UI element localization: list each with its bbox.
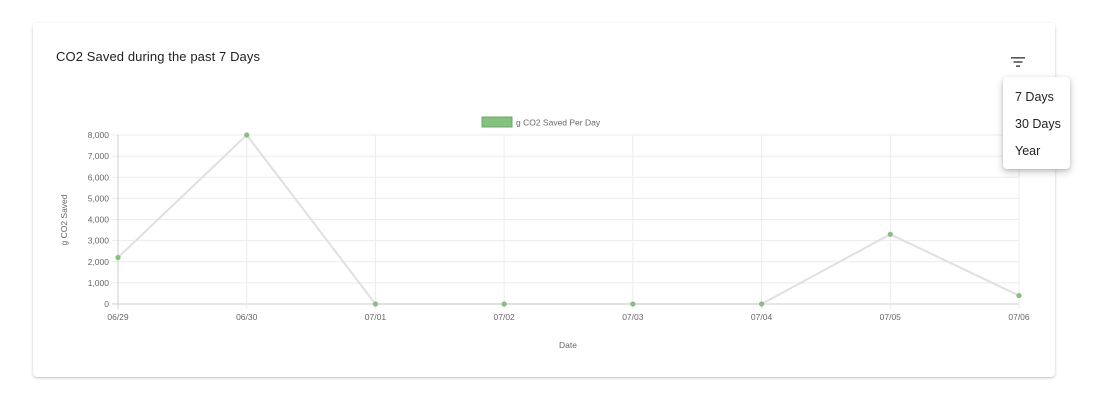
x-tick-label: 07/04 xyxy=(751,312,773,322)
data-point[interactable] xyxy=(758,301,765,307)
y-tick-label: 0 xyxy=(104,299,109,309)
menu-item-7-days[interactable]: 7 Days xyxy=(1015,90,1054,104)
data-point[interactable] xyxy=(630,301,636,307)
data-point[interactable] xyxy=(244,132,250,138)
menu-item-30-days[interactable]: 30 Days xyxy=(1015,117,1061,131)
chart-card: CO2 Saved during the past 7 Days xyxy=(33,23,1055,377)
data-point[interactable] xyxy=(115,254,121,261)
series-points xyxy=(115,132,1022,307)
x-axis-title: Date xyxy=(559,340,577,350)
filter-dropdown-menu: 7 Days 30 Days Year xyxy=(1003,77,1070,169)
data-point[interactable] xyxy=(372,301,379,307)
y-tick-label: 4,000 xyxy=(88,215,110,225)
chart-legend[interactable]: g CO2 Saved Per Day xyxy=(481,116,601,128)
x-tick-label: 07/01 xyxy=(365,312,387,322)
data-point[interactable] xyxy=(501,301,507,307)
y-tick-label: 8,000 xyxy=(88,130,110,140)
filter-icon xyxy=(1011,57,1025,67)
y-axis-ticks: 0 1,000 2,000 3,000 4,000 5,000 6,000 7,000 8,00… xyxy=(88,130,110,309)
card-title: CO2 Saved during the past 7 Days xyxy=(56,49,261,64)
series-line xyxy=(117,133,1020,305)
x-tick-label: 07/06 xyxy=(1008,312,1030,322)
menu-item-year[interactable]: Year xyxy=(1015,144,1041,158)
legend-label: g CO2 Saved Per Day xyxy=(516,118,601,128)
x-tick-label: 07/03 xyxy=(622,312,644,322)
y-tick-label: 1,000 xyxy=(88,278,110,288)
data-point[interactable] xyxy=(1016,292,1022,299)
y-tick-label: 2,000 xyxy=(88,257,110,267)
filter-button[interactable] xyxy=(1008,52,1028,72)
x-tick-label: 07/02 xyxy=(494,312,516,322)
x-tick-label: 07/05 xyxy=(880,312,902,322)
chart-grid xyxy=(112,134,1020,309)
y-axis-title: g CO2 Saved xyxy=(59,194,69,245)
y-tick-label: 7,000 xyxy=(88,151,110,161)
x-tick-label: 06/29 xyxy=(107,312,129,322)
y-tick-label: 3,000 xyxy=(88,236,110,246)
x-tick-label: 06/30 xyxy=(236,312,258,322)
x-axis-ticks: 06/29 06/30 07/01 07/02 07/03 07/04 07/05 07/06 xyxy=(107,312,1030,322)
y-tick-label: 6,000 xyxy=(88,172,110,182)
y-tick-label: 5,000 xyxy=(88,193,110,203)
data-point[interactable] xyxy=(887,231,893,237)
legend-swatch xyxy=(481,116,513,128)
